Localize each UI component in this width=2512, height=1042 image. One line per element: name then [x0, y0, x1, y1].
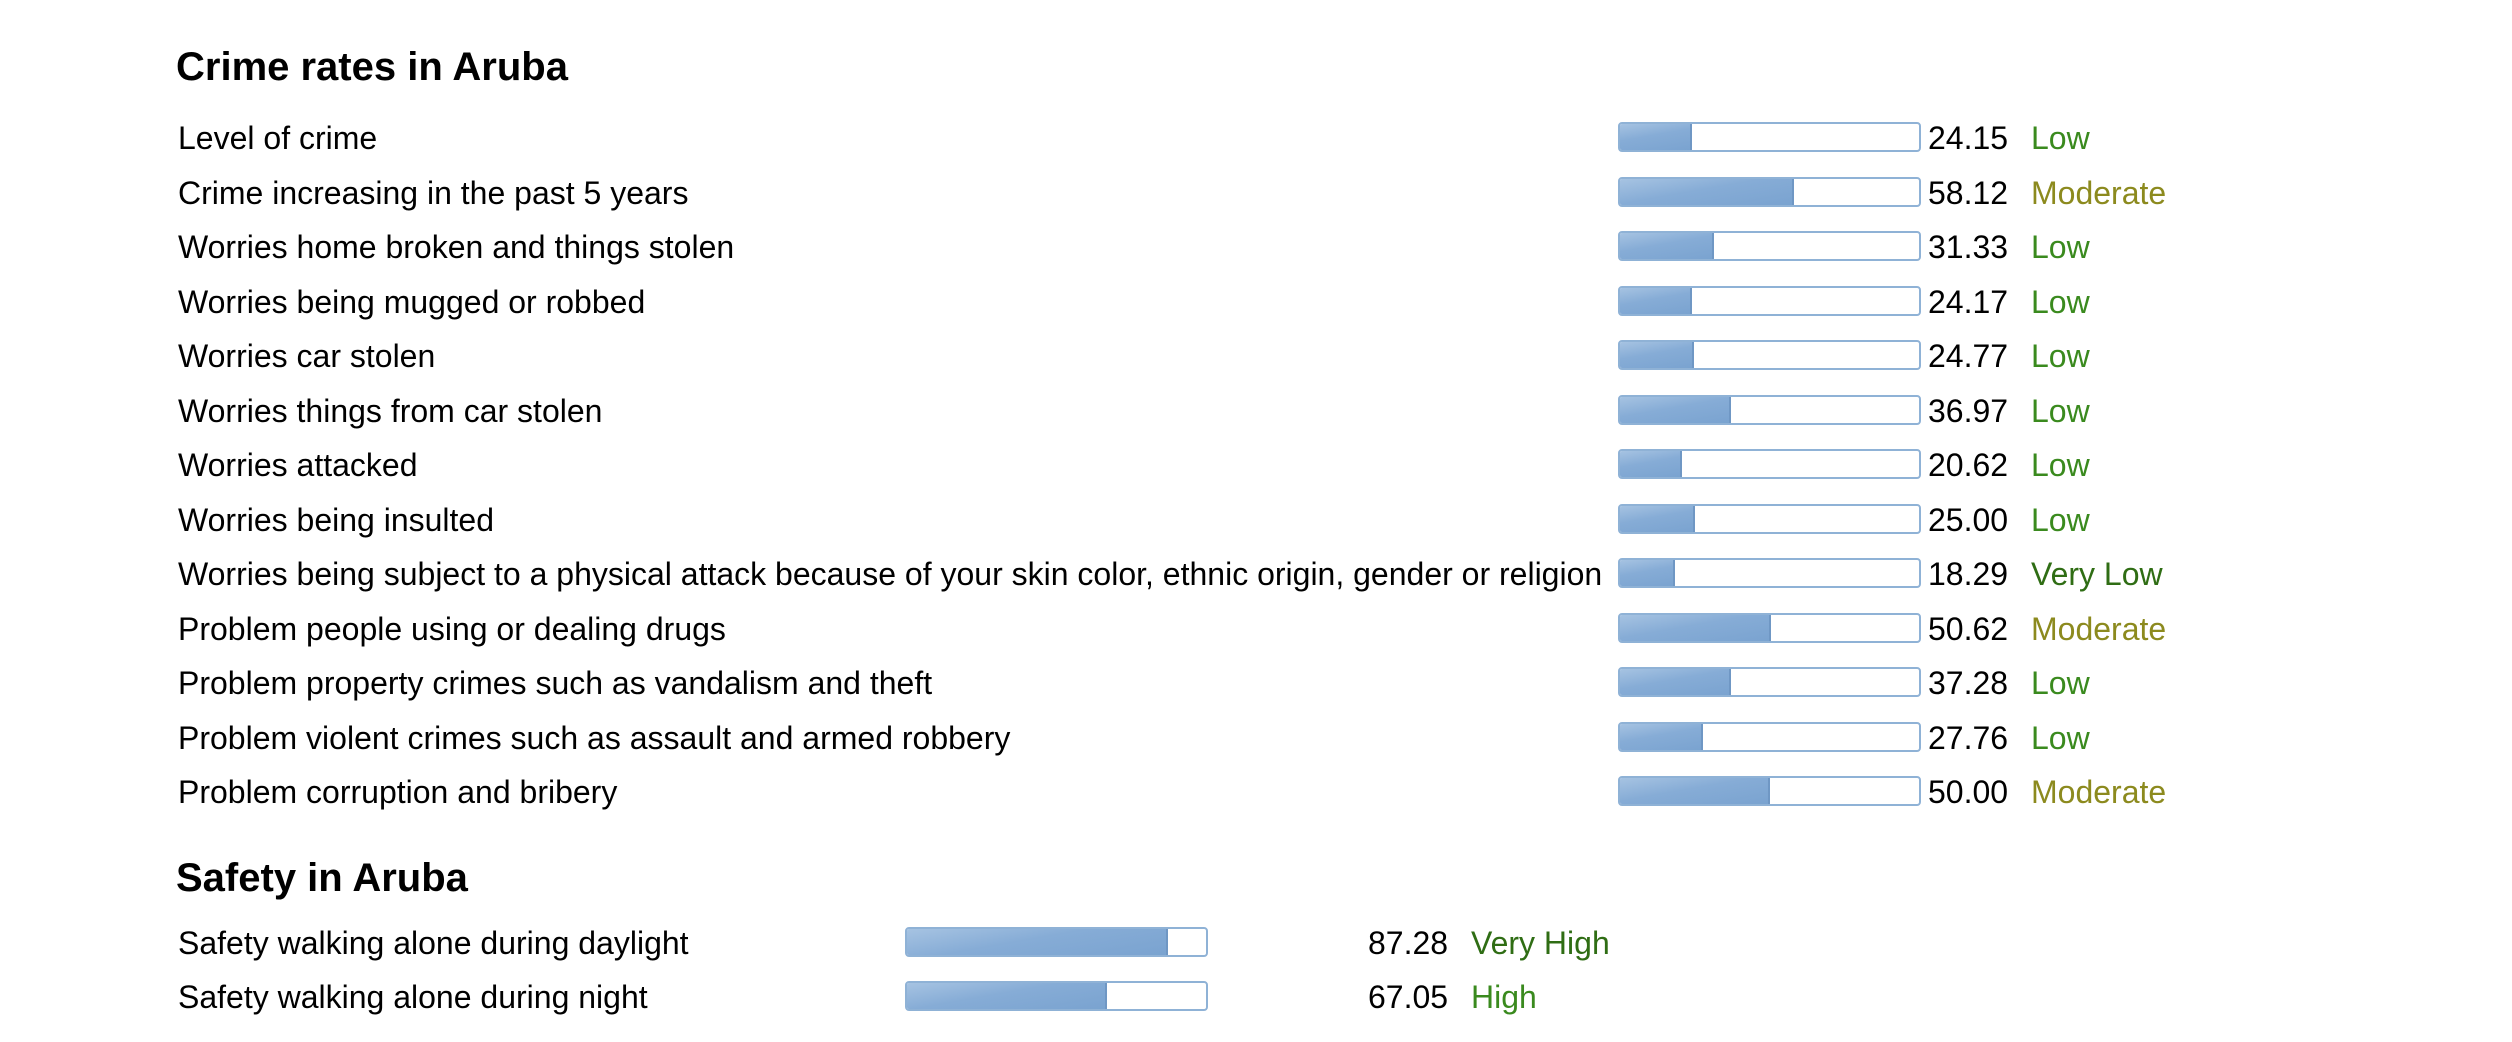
value-label: 36.97: [1928, 392, 2009, 429]
row-label: Problem corruption and bribery: [178, 774, 618, 810]
rating-label: Very High: [1471, 925, 1610, 961]
value-label: 20.62: [1928, 447, 2009, 483]
crime-rates-title: Crime rates in Aruba: [176, 45, 568, 89]
rating-label: Very Low: [2031, 556, 2163, 592]
value-label: 24.17: [1928, 283, 2009, 320]
rating-label: Low: [2031, 665, 2090, 701]
bar-fill: [1620, 560, 1675, 586]
chart-row: Worries being mugged or robbed 24.17 Low: [0, 275, 2512, 329]
bar-fill: [1620, 396, 1731, 423]
value-label: 50.62: [1928, 610, 2009, 647]
chart-row: Worries home broken and things stolen 31.…: [0, 220, 2512, 274]
chart-row: Safety walking alone during daylight 87.2…: [0, 916, 2512, 970]
value-label: 50.00: [1928, 774, 2009, 810]
row-label: Problem violent crimes such as assault a…: [178, 719, 1011, 756]
bar-track: [1618, 776, 1921, 806]
bar-fill: [1620, 233, 1714, 259]
row-label: Worries attacked: [178, 447, 418, 483]
rating-label: Moderate: [2031, 610, 2167, 647]
row-label: Safety walking alone during night: [178, 979, 648, 1015]
bar-track: [1618, 449, 1921, 479]
value-label: 25.00: [1928, 501, 2009, 538]
row-label: Worries home broken and things stolen: [178, 229, 735, 265]
row-label: Worries being mugged or robbed: [178, 283, 646, 320]
bar-fill: [1620, 451, 1682, 477]
rating-label: Moderate: [2031, 174, 2167, 211]
value-label: 24.77: [1928, 338, 2009, 374]
chart-row: Problem property crimes such as vandalis…: [0, 656, 2512, 710]
value-label: 37.28: [1928, 665, 2009, 701]
rating-label: Low: [2031, 392, 2090, 429]
row-label: Worries car stolen: [178, 338, 436, 374]
value-label: 18.29: [1928, 556, 2009, 592]
value-label: 87.28: [1368, 925, 1449, 961]
bar-fill: [1620, 723, 1703, 750]
bar-fill: [1620, 287, 1693, 314]
bar-track: [1618, 176, 1921, 207]
rating-label: Low: [2031, 229, 2090, 265]
chart-row: Worries car stolen 24.77 Low: [0, 329, 2512, 383]
chart-row: Problem violent crimes such as assault a…: [0, 711, 2512, 765]
row-label: Worries things from car stolen: [178, 392, 603, 429]
bar-track: [1618, 612, 1921, 643]
chart-row: Problem people using or dealing drugs 50.…: [0, 602, 2512, 656]
value-label: 24.15: [1928, 120, 2009, 156]
bar-fill: [1620, 342, 1695, 368]
bar-fill: [1620, 669, 1732, 695]
value-label: 27.76: [1928, 719, 2009, 756]
rating-label: High: [1471, 979, 1537, 1015]
bar-fill: [907, 983, 1108, 1009]
rating-label: Low: [2031, 338, 2090, 374]
rating-label: Moderate: [2031, 774, 2167, 810]
bar-fill: [907, 929, 1168, 955]
bar-fill: [1620, 778, 1770, 804]
chart-row: Worries being insulted 25.00 Low: [0, 493, 2512, 547]
value-label: 67.05: [1368, 979, 1449, 1015]
bar-track: [1618, 394, 1921, 425]
bar-track: [1618, 340, 1921, 370]
bar-track: [905, 981, 1208, 1011]
bar-track: [1618, 231, 1921, 261]
row-label: Worries being subject to a physical atta…: [178, 556, 1603, 592]
rating-label: Low: [2031, 501, 2090, 538]
chart-row: Worries attacked 20.62 Low: [0, 438, 2512, 492]
chart-row: Level of crime 24.15 Low: [0, 111, 2512, 165]
rating-label: Low: [2031, 719, 2090, 756]
bar-track: [1618, 667, 1921, 697]
bar-fill: [1620, 505, 1695, 532]
chart-row: Problem corruption and bribery 50.00 Moder…: [0, 765, 2512, 819]
row-label: Level of crime: [178, 120, 378, 156]
row-label: Worries being insulted: [178, 501, 495, 538]
bar-fill: [1620, 124, 1693, 150]
bar-track: [1618, 122, 1921, 152]
bar-track: [1618, 558, 1921, 588]
chart-row: Worries things from car stolen 36.97 Low: [0, 384, 2512, 438]
chart-row: Worries being subject to a physical atta…: [0, 547, 2512, 601]
rating-label: Low: [2031, 120, 2090, 156]
safety-title: Safety in Aruba: [176, 856, 468, 900]
row-label: Crime increasing in the past 5 years: [178, 174, 689, 211]
rating-label: Low: [2031, 447, 2090, 483]
bar-fill: [1620, 614, 1772, 641]
bar-track: [905, 927, 1208, 957]
bar-track: [1618, 721, 1921, 752]
value-label: 58.12: [1928, 174, 2009, 211]
bar-track: [1618, 503, 1921, 534]
row-label: Safety walking alone during daylight: [178, 925, 689, 961]
chart-row: Crime increasing in the past 5 years 58.1…: [0, 166, 2512, 220]
bar-track: [1618, 285, 1921, 316]
value-label: 31.33: [1928, 229, 2009, 265]
rating-label: Low: [2031, 283, 2090, 320]
chart-row: Safety walking alone during night 67.05 Hi…: [0, 970, 2512, 1024]
row-label: Problem property crimes such as vandalis…: [178, 665, 933, 701]
row-label: Problem people using or dealing drugs: [178, 610, 726, 647]
bar-fill: [1620, 178, 1794, 205]
